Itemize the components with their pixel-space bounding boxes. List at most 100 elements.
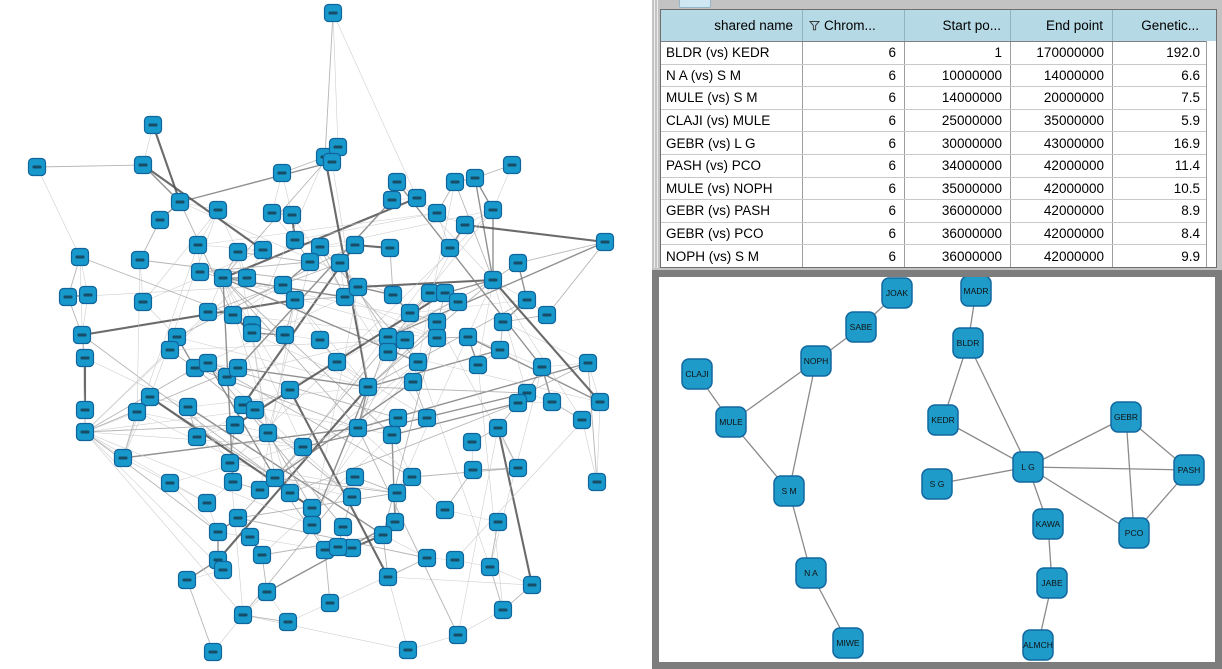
node[interactable] [458,327,478,347]
table-cell-end-point[interactable]: 14000000 [1010,64,1112,87]
column-header-chrom[interactable]: Chrom... [802,10,904,41]
node[interactable] [427,203,447,223]
node[interactable] [420,283,440,303]
table-cell-genetic[interactable]: 8.4 [1112,222,1208,245]
node[interactable] [417,408,437,428]
node[interactable] [427,312,447,332]
node[interactable] [150,210,170,230]
node-miwe[interactable]: MIWE [832,627,864,659]
node[interactable] [300,252,320,272]
node[interactable] [435,500,455,520]
node[interactable] [302,498,322,518]
node[interactable] [223,305,243,325]
node[interactable] [508,393,528,413]
node[interactable] [468,355,488,375]
node[interactable] [342,487,362,507]
table-cell-genetic[interactable]: 10.5 [1112,177,1208,200]
node[interactable] [133,292,153,312]
node[interactable] [250,480,270,500]
node[interactable] [237,268,257,288]
node[interactable] [427,328,447,348]
table-cell-end-point[interactable]: 42000000 [1010,222,1112,245]
node-claji[interactable]: CLAJI [681,358,713,390]
node[interactable] [408,352,428,372]
node[interactable] [483,200,503,220]
table-cell-end-point[interactable]: 43000000 [1010,132,1112,154]
table-row[interactable]: N A (vs) S M 6 10000000 14000000 6.6 [661,64,1216,88]
node[interactable] [58,287,78,307]
node[interactable] [590,392,610,412]
node[interactable] [490,340,510,360]
table-cell-chrom[interactable]: 6 [802,177,904,200]
node[interactable] [483,270,503,290]
node[interactable] [130,250,150,270]
node[interactable] [310,237,330,257]
table-cell-genetic[interactable]: 192.0 [1112,42,1208,64]
node[interactable] [417,548,437,568]
table-cell-start-po[interactable]: 34000000 [904,154,1010,177]
node[interactable] [310,330,330,350]
node[interactable] [75,348,95,368]
table-cell-shared-name[interactable]: CLAJI (vs) MULE [666,113,771,129]
table-cell-genetic[interactable]: 5.9 [1112,109,1208,132]
node-s-m[interactable]: S M [773,475,805,507]
table-cell-shared-name[interactable]: NOPH (vs) S M [666,248,759,264]
node[interactable] [330,253,350,273]
node[interactable] [348,277,368,297]
table-row[interactable]: BLDR (vs) KEDR 6 1 170000000 192.0 [661,42,1216,65]
node[interactable] [285,230,305,250]
panel-splitter[interactable] [654,0,655,268]
table-cell-chrom[interactable]: 6 [802,245,904,267]
table-tab-stub[interactable] [679,0,711,8]
node[interactable] [282,205,302,225]
node[interactable] [387,483,407,503]
table-cell-start-po[interactable]: 30000000 [904,132,1010,154]
node[interactable] [233,605,253,625]
node[interactable] [403,372,423,392]
node[interactable] [143,115,163,135]
node[interactable] [220,453,240,473]
node[interactable] [75,400,95,420]
table-scrollbar-gutter[interactable] [1206,41,1216,267]
panel-splitter[interactable] [657,0,658,268]
table-cell-chrom[interactable]: 6 [802,222,904,245]
table-cell-shared-name[interactable]: MULE (vs) S M [666,90,758,106]
node[interactable] [465,168,485,188]
node[interactable] [75,422,95,442]
node[interactable] [257,582,277,602]
node[interactable] [203,642,223,662]
node-madr[interactable]: MADR [960,277,992,307]
node[interactable] [542,392,562,412]
column-header-genetic[interactable]: Genetic... [1112,10,1208,41]
table-cell-chrom[interactable]: 6 [802,200,904,222]
table-cell-shared-name[interactable]: N A (vs) S M [666,67,742,83]
node[interactable] [383,285,403,305]
node[interactable] [187,427,207,447]
node[interactable] [532,357,552,377]
filtered-network-panel[interactable]: JOAK MADR SABE BLDR NOPH CLAJI MULE KEDR GEBR L G… [652,270,1222,669]
table-cell-genetic[interactable]: 6.6 [1112,64,1208,87]
node-jabe[interactable]: JABE [1036,567,1068,599]
node[interactable] [445,172,465,192]
node[interactable] [493,312,513,332]
table-row[interactable]: CLAJI (vs) MULE 6 25000000 35000000 5.9 [661,109,1216,133]
column-header-start-po[interactable]: Start po... [904,10,1010,41]
node[interactable] [265,468,285,488]
node[interactable] [197,493,217,513]
table-row[interactable]: PASH (vs) PCO 6 34000000 42000000 11.4 [661,154,1216,178]
node[interactable] [572,410,592,430]
node[interactable] [373,525,393,545]
node[interactable] [448,625,468,645]
table-cell-chrom[interactable]: 6 [802,132,904,154]
table-cell-chrom[interactable]: 6 [802,154,904,177]
node[interactable] [177,570,197,590]
table-cell-genetic[interactable]: 7.5 [1112,87,1208,109]
main-network-panel[interactable] [0,0,652,669]
node[interactable] [240,527,260,547]
table-cell-end-point[interactable]: 42000000 [1010,200,1112,222]
node[interactable] [273,275,293,295]
node[interactable] [242,323,262,343]
node-gebr[interactable]: GEBR [1110,401,1142,433]
node[interactable] [320,593,340,613]
node[interactable] [407,188,427,208]
